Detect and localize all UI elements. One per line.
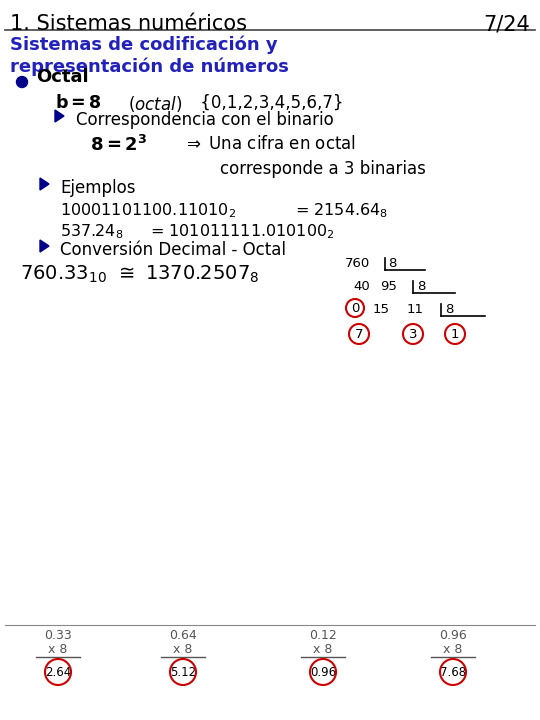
Text: 8: 8 (388, 257, 396, 270)
Text: $\Rightarrow$ Una cifra en octal: $\Rightarrow$ Una cifra en octal (183, 135, 356, 153)
Polygon shape (55, 110, 64, 122)
Text: Sistemas de codificación y: Sistemas de codificación y (10, 35, 278, 53)
Text: 40: 40 (353, 280, 370, 293)
Text: 95: 95 (380, 280, 397, 293)
Text: $\mathbf{8 = 2^3}$: $\mathbf{8 = 2^3}$ (90, 135, 147, 155)
Text: 5.12: 5.12 (170, 665, 196, 678)
Text: 2.64: 2.64 (45, 665, 71, 678)
Text: 10001101100.11010$_2$: 10001101100.11010$_2$ (60, 201, 236, 220)
Text: 15: 15 (373, 303, 390, 316)
Text: Correspondencia con el binario: Correspondencia con el binario (76, 111, 334, 129)
Text: {0,1,2,3,4,5,6,7}: {0,1,2,3,4,5,6,7} (195, 94, 343, 112)
Text: representación de números: representación de números (10, 57, 289, 76)
Text: 0.64: 0.64 (169, 629, 197, 642)
Text: $(octal)$: $(octal)$ (128, 94, 182, 114)
Text: x 8: x 8 (313, 643, 333, 656)
Text: 0: 0 (351, 302, 359, 315)
Text: 0.33: 0.33 (44, 629, 72, 642)
Text: 760.33$_{10}$: 760.33$_{10}$ (20, 264, 107, 285)
Text: 1: 1 (451, 328, 459, 341)
Text: Octal: Octal (36, 68, 89, 86)
Text: 8: 8 (445, 303, 454, 316)
Text: 11: 11 (407, 303, 424, 316)
Polygon shape (40, 178, 49, 190)
Text: x 8: x 8 (443, 643, 463, 656)
Text: 537.24$_8$: 537.24$_8$ (60, 222, 124, 240)
Text: 0.96: 0.96 (439, 629, 467, 642)
Text: 0.12: 0.12 (309, 629, 337, 642)
Text: Ejemplos: Ejemplos (60, 179, 136, 197)
Text: = 101011111.010100$_2$: = 101011111.010100$_2$ (145, 222, 334, 240)
Polygon shape (40, 240, 49, 252)
Text: x 8: x 8 (173, 643, 193, 656)
Text: 7/24: 7/24 (483, 14, 530, 34)
Text: $\mathbf{b = 8}$: $\mathbf{b = 8}$ (55, 94, 102, 112)
Text: corresponde a 3 binarias: corresponde a 3 binarias (220, 160, 426, 178)
Text: $\cong$ 1370.2507$_8$: $\cong$ 1370.2507$_8$ (115, 264, 259, 285)
Text: 3: 3 (409, 328, 417, 341)
Text: 760: 760 (345, 257, 370, 270)
Text: = 2154.64$_8$: = 2154.64$_8$ (290, 201, 388, 220)
Circle shape (17, 76, 28, 88)
Text: 7.68: 7.68 (440, 665, 466, 678)
Text: 0.96: 0.96 (310, 665, 336, 678)
Text: 8: 8 (417, 280, 426, 293)
Text: x 8: x 8 (48, 643, 68, 656)
Text: 7: 7 (355, 328, 363, 341)
Text: 1. Sistemas numéricos: 1. Sistemas numéricos (10, 14, 247, 34)
Text: Conversión Decimal - Octal: Conversión Decimal - Octal (60, 241, 286, 259)
